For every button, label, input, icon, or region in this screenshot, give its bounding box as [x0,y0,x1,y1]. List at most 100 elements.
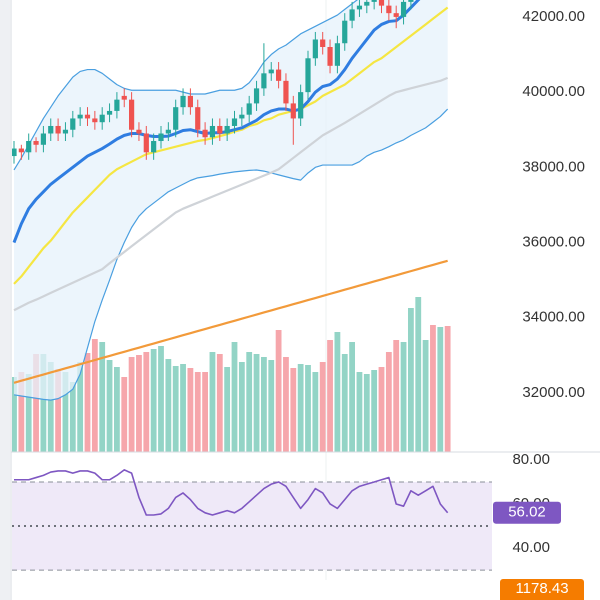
band-lower [13,108,449,401]
candle-body [408,0,414,2]
volume-bar [444,326,451,452]
rsi-badge-label: 56.02 [508,504,546,521]
candle-body [26,141,32,153]
candle-body [320,39,326,48]
candle-body [253,88,260,104]
volume-bar [349,342,355,452]
candle-body [327,47,333,66]
volume-bar [261,357,267,452]
volume-bar [12,377,17,452]
y-tick-label: 36000.00 [522,234,585,251]
volume-bar [165,359,172,452]
volume-bar [172,366,179,452]
rsi-tick-label: 80.00 [512,451,550,468]
volume-bar [275,330,282,452]
candle-body [84,114,91,119]
ma-line [12,0,421,244]
other-badge-label: 1178.43 [515,580,568,597]
candle-body [40,133,46,145]
candle-body [400,1,407,17]
volume-bar [40,354,47,452]
candle-body [151,141,157,153]
candle-body [342,20,348,44]
volume-bar [341,354,348,452]
candle-body [224,125,230,134]
rsi-tick-label: 40.00 [512,539,550,556]
candle-body [106,110,113,115]
candle-body [48,125,54,134]
volume-bar [319,362,326,452]
volume-bar [371,370,378,452]
volume-bar [69,382,76,452]
price-axis: 42000.00 40000.00 38000.00 36000.00 34000.00… [492,8,585,600]
candle-body [70,118,76,130]
volume-bar [143,352,150,452]
other-badge [500,579,584,600]
volume-bar [297,364,304,452]
volume-bar [224,367,231,452]
candle-body [261,73,267,89]
volume-bar [246,352,253,452]
volume-bar [393,340,400,452]
volume-bar [114,367,120,452]
rsi-line [14,469,449,516]
price-pane [12,0,451,452]
y-tick-label: 40000.00 [522,83,585,100]
volume-bar [253,354,260,452]
volume-bar [290,368,297,452]
volume-bar [430,325,436,452]
candle-body [239,114,245,119]
volume-bar [121,377,128,452]
volume-bar [136,355,142,452]
candle-body [62,129,69,134]
volume-bar [150,349,157,452]
volume-bar [238,362,245,452]
ma-line [13,6,449,285]
volume-bar [180,364,186,452]
candle-body [12,148,17,157]
volume-bar [216,354,223,452]
candle-body [195,107,201,130]
volume-bar [99,342,106,452]
volume-bar [408,308,414,452]
volume-bar [385,352,392,452]
candle-body [77,114,83,119]
candle-body [158,133,164,142]
volume-bar [62,372,69,452]
volume-bar [33,354,39,452]
y-tick-label: 38000.00 [522,158,585,175]
candle-body [298,92,304,119]
candle-body [356,5,363,10]
candle-body [393,13,399,17]
candle-body [129,99,135,130]
volume-bar [84,353,91,452]
volume-bar [209,352,216,452]
rsi-pane [12,469,492,571]
candle-body [55,125,61,134]
y-tick-label: 42000.00 [522,8,585,25]
volume-bar [18,372,25,452]
volume-bar [187,368,194,452]
volume-bar [128,357,135,452]
candle-body [143,133,149,153]
volume-bar [400,342,407,452]
candle-body [305,58,311,93]
volume-bar [91,339,98,452]
volume-bar [327,340,333,452]
candle-body [290,103,296,119]
rsi-badge [493,501,561,524]
volume-bar [356,372,363,452]
volume-bar [25,374,32,452]
volume-bar [106,360,113,452]
candle-body [231,118,238,126]
candle-body [334,43,340,66]
volume-bar [422,340,429,452]
volume-bar [268,360,275,452]
candle-body [114,99,120,111]
ma-line [13,76,449,312]
volume-bar [334,332,341,452]
volume-bar [312,372,319,452]
candle-body [276,69,282,81]
candle-body [136,129,142,134]
